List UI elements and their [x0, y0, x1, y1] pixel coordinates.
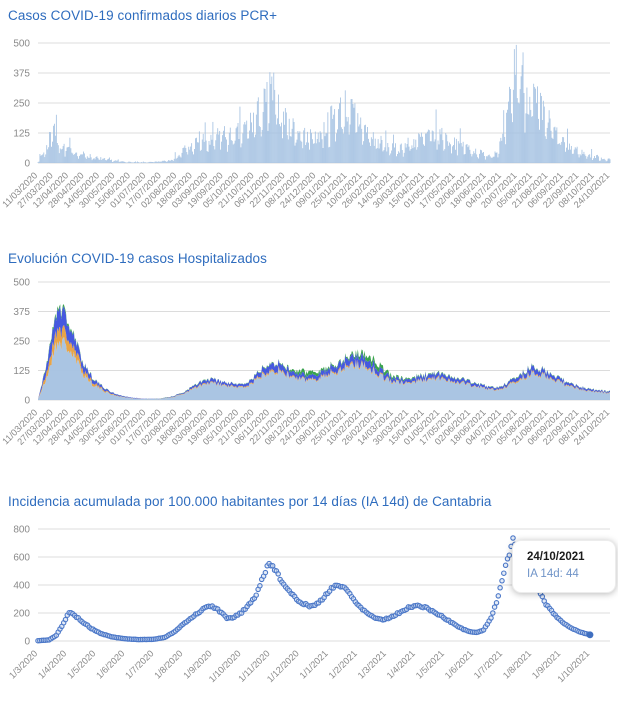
svg-text:1/6/2020: 1/6/2020 [94, 648, 126, 680]
chart-hospitalized-evolution: Evolución COVID-19 casos Hospitalizados … [0, 237, 618, 478]
chart-ia14d-incidence: Incidencia acumulada por 100.000 habitan… [0, 478, 618, 699]
svg-text:1/4/2020: 1/4/2020 [36, 648, 68, 680]
svg-text:1/6/2021: 1/6/2021 [443, 648, 475, 680]
svg-text:250: 250 [13, 337, 30, 348]
svg-text:1/3/2021: 1/3/2021 [356, 648, 388, 680]
svg-text:1/10/2021: 1/10/2021 [555, 648, 591, 684]
scatter-chart-ia14d-plot[interactable]: 02004006008001/3/20201/4/20201/5/20201/6… [0, 509, 618, 699]
bar-chart-daily-pcr-plot[interactable]: 012525037550011/03/202027/03/202012/04/2… [0, 23, 618, 237]
svg-text:250: 250 [13, 99, 30, 110]
svg-text:125: 125 [13, 129, 30, 140]
svg-text:500: 500 [13, 39, 30, 50]
svg-text:500: 500 [13, 278, 30, 289]
svg-text:1/5/2020: 1/5/2020 [65, 648, 97, 680]
chart-title-daily-pcr: Casos COVID-19 confirmados diarios PCR+ [8, 8, 278, 23]
svg-text:1/2/2021: 1/2/2021 [327, 648, 359, 680]
svg-text:1/4/2021: 1/4/2021 [385, 648, 417, 680]
svg-text:800: 800 [13, 525, 30, 536]
chart-daily-pcr-cases: Casos COVID-19 confirmados diarios PCR+ … [0, 0, 618, 237]
svg-text:400: 400 [13, 581, 30, 592]
svg-text:0: 0 [24, 159, 30, 170]
svg-text:0: 0 [24, 637, 30, 648]
svg-text:1/5/2021: 1/5/2021 [414, 648, 446, 680]
data-point-tooltip: 24/10/2021 IA 14d: 44 [512, 540, 616, 594]
svg-text:600: 600 [13, 553, 30, 564]
svg-text:375: 375 [13, 69, 30, 80]
stacked-area-chart-hospitalized-plot[interactable]: 012525037550011/03/202027/03/202012/04/2… [0, 266, 618, 478]
svg-text:0: 0 [24, 396, 30, 407]
svg-text:125: 125 [13, 366, 30, 377]
tooltip-value: IA 14d: 44 [527, 567, 579, 580]
dashboard: Casos COVID-19 confirmados diarios PCR+ … [0, 0, 618, 699]
chart-title-hospitalized: Evolución COVID-19 casos Hospitalizados [8, 251, 268, 266]
svg-text:1/3/2020: 1/3/2020 [7, 648, 39, 680]
svg-text:1/7/2020: 1/7/2020 [123, 648, 155, 680]
svg-text:200: 200 [13, 609, 30, 620]
svg-text:1/1/2021: 1/1/2021 [298, 648, 330, 680]
chart-title-ia14d: Incidencia acumulada por 100.000 habitan… [8, 494, 492, 509]
tooltip-date: 24/10/2021 [527, 551, 585, 563]
svg-text:1/12/2020: 1/12/2020 [265, 648, 301, 684]
svg-text:375: 375 [13, 307, 30, 318]
svg-text:1/8/2021: 1/8/2021 [501, 648, 533, 680]
svg-text:1/8/2020: 1/8/2020 [152, 648, 184, 680]
svg-text:1/7/2021: 1/7/2021 [472, 648, 504, 680]
